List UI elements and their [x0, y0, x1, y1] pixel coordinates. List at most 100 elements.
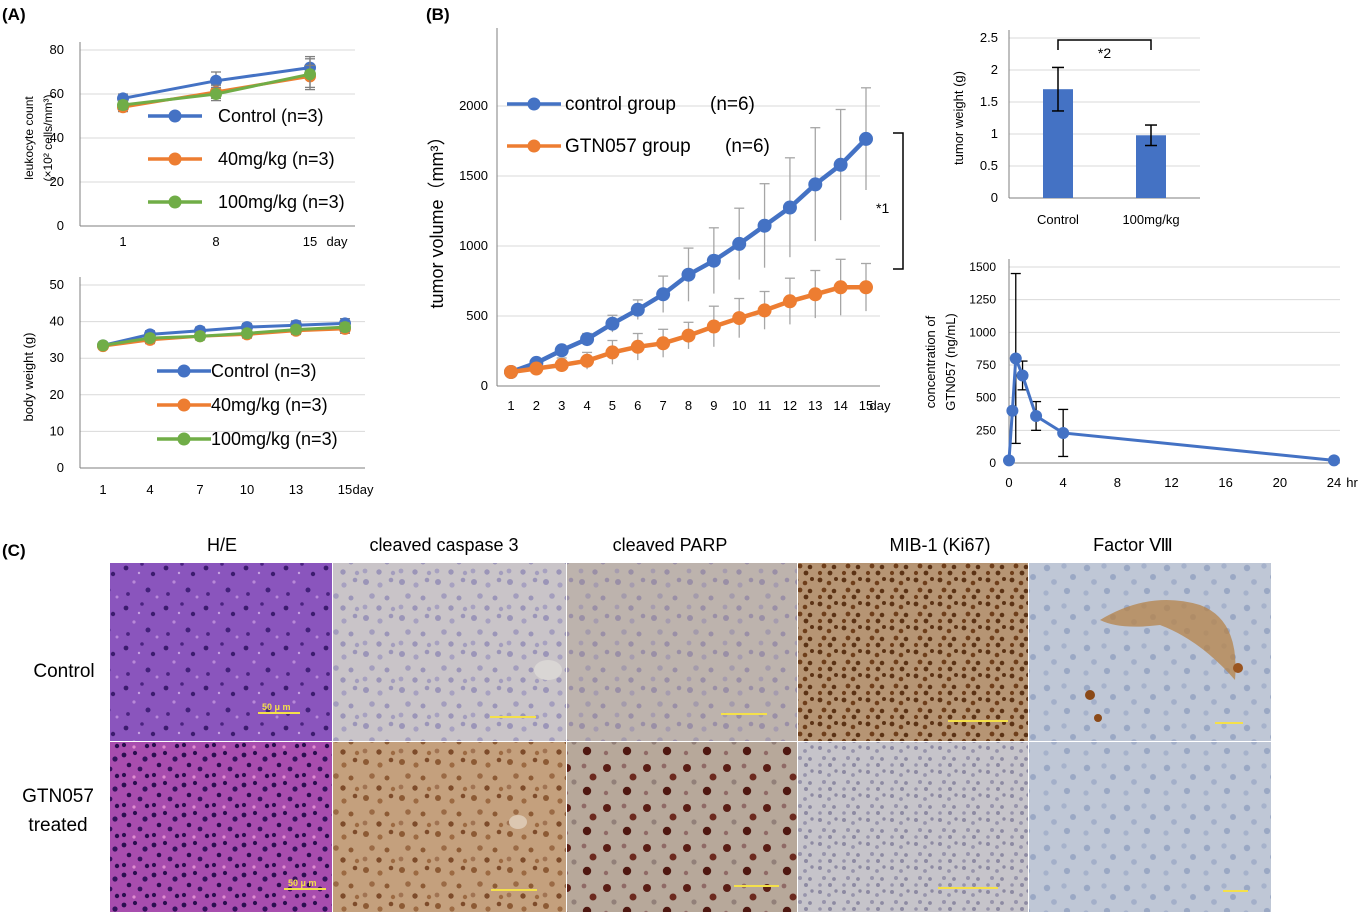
data-point [210, 88, 222, 100]
data-point [504, 365, 518, 379]
x-tick-label: 8 [1114, 475, 1121, 490]
y-axis-title: tumor weight (g) [951, 71, 966, 165]
x-tick-label: 1 [507, 398, 514, 413]
y-tick-label: 2.5 [980, 30, 998, 45]
data-point [732, 311, 747, 326]
y-tick-label: 60 [50, 86, 64, 101]
data-point [782, 294, 797, 309]
x-tick-label: 7 [196, 482, 203, 497]
y-axis-title: GTN057 (ng/mL) [943, 313, 958, 411]
y-tick-label: 1 [991, 126, 998, 141]
data-point [833, 157, 848, 172]
x-axis-unit: hr [1346, 475, 1358, 490]
y-tick-label: 0 [57, 460, 64, 475]
scale-bar-label: 50 μ m [288, 878, 317, 888]
data-point [580, 332, 595, 347]
data-point [117, 99, 129, 111]
data-point [681, 267, 696, 282]
panel-label-c: (C) [2, 541, 26, 560]
y-axis-title: concentration of [923, 315, 938, 408]
x-tick-label: 2 [533, 398, 540, 413]
stain-header-ki67: MIB-1 (Ki67) [889, 535, 990, 555]
leukocyte-count-chart: 0 20 40 60 80 leukocyte count (×10² cells/mm³)… [22, 42, 355, 249]
x-tick-label: 8 [212, 234, 219, 249]
data-point [304, 68, 316, 81]
significance-bracket [893, 132, 904, 270]
legend-n: (n=6) [710, 94, 755, 115]
legend-swatch-marker [177, 432, 191, 446]
micrograph-he-treated [110, 742, 332, 912]
data-point [1016, 369, 1029, 382]
panel-label-b: (B) [426, 5, 450, 24]
x-tick-label: 3 [558, 398, 565, 413]
x-tick-label: 12 [1164, 475, 1178, 490]
x-tick-label: 16 [1218, 475, 1232, 490]
legend-swatch-marker [177, 398, 191, 412]
x-axis-unit: day [870, 398, 891, 413]
data-point [1003, 454, 1015, 467]
data-point [808, 177, 823, 192]
significance-label: *1 [876, 200, 889, 216]
y-tick-label: 30 [50, 350, 64, 365]
data-point [290, 323, 302, 336]
category-label: 100mg/kg [1122, 212, 1179, 227]
y-tick-label: 20 [50, 387, 64, 402]
data-point [554, 358, 569, 372]
legend-label: 100mg/kg (n=3) [211, 429, 338, 449]
data-point [605, 345, 620, 360]
legend-label: control group [565, 94, 676, 115]
data-point [210, 74, 222, 87]
micrograph-factor8-treated [1029, 742, 1271, 912]
data-point [1006, 404, 1019, 417]
data-point [580, 353, 595, 368]
micrograph-caspase3-treated [333, 742, 566, 912]
y-axis-title: body weight (g) [21, 333, 36, 422]
x-tick-label: 13 [289, 482, 303, 497]
x-tick-label: 15 [338, 482, 352, 497]
data-point [859, 280, 873, 295]
y-axis-title: leukocyte count [22, 96, 36, 180]
y-tick-label: 0 [989, 456, 996, 470]
scale-bar-label: 50 μ m [262, 702, 291, 712]
x-tick-label: 10 [732, 398, 746, 413]
series-line [1007, 357, 1335, 462]
vessel-staining [1100, 600, 1236, 680]
data-point [605, 316, 620, 331]
x-tick-label: 7 [660, 398, 667, 413]
y-tick-label: 50 [50, 277, 64, 292]
stain-header-he: H/E [207, 535, 237, 555]
x-tick-label: 24 [1327, 475, 1341, 490]
y-axis-title: (×10² cells/mm³) [41, 94, 55, 181]
data-point [241, 327, 253, 340]
legend-label: 40mg/kg (n=3) [218, 149, 335, 169]
x-tick-label: 4 [583, 398, 590, 413]
y-tick-label: 80 [50, 42, 64, 57]
y-tick-label: 250 [976, 423, 996, 437]
y-tick-label: 0.5 [980, 158, 998, 173]
y-tick-label: 1.5 [980, 94, 998, 109]
y-tick-label: 10 [50, 423, 64, 438]
data-point [1030, 409, 1043, 422]
legend-swatch-marker [527, 139, 541, 153]
data-point [1328, 454, 1340, 467]
x-axis-unit: day [353, 482, 374, 497]
micrograph-ki67-treated [798, 742, 1028, 912]
x-tick-label: 10 [240, 482, 254, 497]
data-point [782, 200, 797, 215]
y-tick-label: 2 [991, 62, 998, 77]
category-label: Control [1037, 212, 1079, 227]
panel-label-a: (A) [2, 5, 26, 24]
x-tick-label: 5 [609, 398, 616, 413]
x-tick-label: 1 [119, 234, 126, 249]
y-tick-label: 40 [50, 130, 64, 145]
micrograph-parp-treated [567, 742, 797, 912]
micrograph-parp-control [567, 563, 797, 741]
data-point [656, 287, 671, 302]
data-point [194, 330, 206, 343]
legend-swatch-marker [168, 109, 182, 123]
vessel-staining [1233, 663, 1243, 673]
y-tick-label: 0 [57, 218, 64, 233]
x-tick-label: 13 [808, 398, 822, 413]
data-point [833, 280, 848, 295]
